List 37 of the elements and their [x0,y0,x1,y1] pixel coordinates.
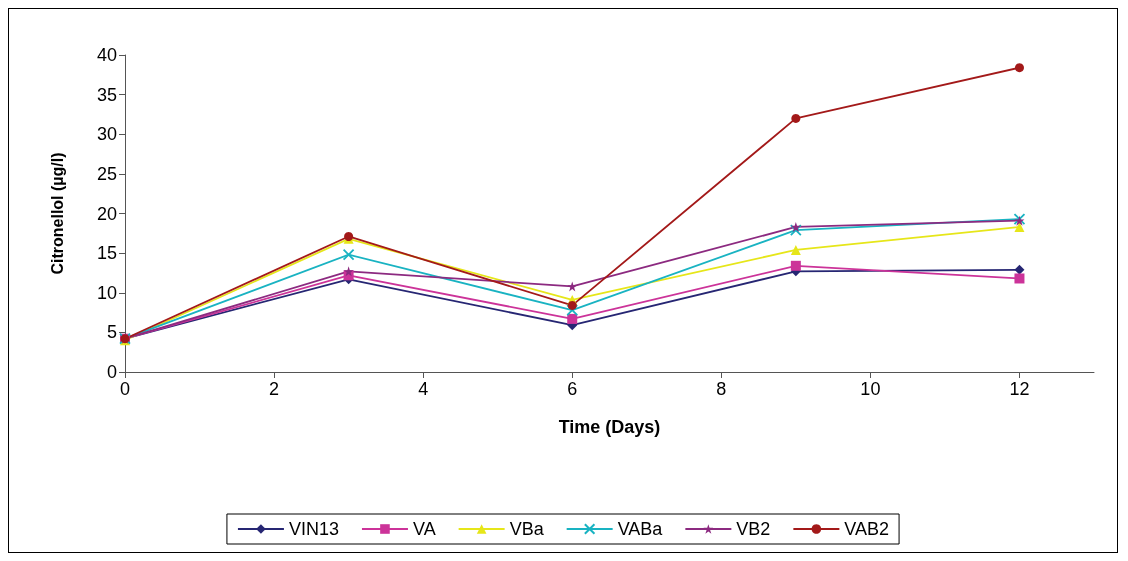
point [1014,273,1025,284]
point [790,244,801,255]
point [567,300,577,310]
y-tick-label: 15 [96,243,117,264]
point [566,304,579,317]
point [789,224,802,237]
y-axis-title: Citronellol (µg/l) [48,152,66,275]
legend-label: VBa [509,519,545,539]
point [1014,264,1025,275]
point [791,113,801,123]
point [790,221,801,232]
y-tick-label: 35 [96,84,117,105]
point [1014,63,1024,73]
x-tick-label: 8 [716,379,727,399]
y-tick-label: 10 [96,282,117,303]
x-tick-label: 2 [269,379,280,399]
x-tick-label: 4 [418,379,429,399]
y-tick-label: 40 [96,45,117,65]
legend-label: VABa [617,519,664,539]
legend-label: VA [412,519,436,539]
y-tick-label: 30 [96,124,117,145]
point [343,266,354,277]
point [567,313,578,324]
x-tick-label: 0 [119,379,131,399]
x-tick-label: 6 [567,379,578,399]
x-tick-label: 10 [860,379,881,399]
y-tick-label: 20 [96,203,117,224]
legend-label: VB2 [736,519,771,539]
x-tick-label: 12 [1009,379,1030,399]
y-tick-label: 25 [96,163,117,184]
y-tick-label: 5 [106,322,117,343]
legend-label: VAB2 [844,519,890,539]
y-tick-label: 0 [106,362,117,382]
point [790,260,801,271]
x-axis-title: Time (Days) [558,417,661,437]
legend-label: VIN13 [288,519,339,539]
point [342,248,355,261]
